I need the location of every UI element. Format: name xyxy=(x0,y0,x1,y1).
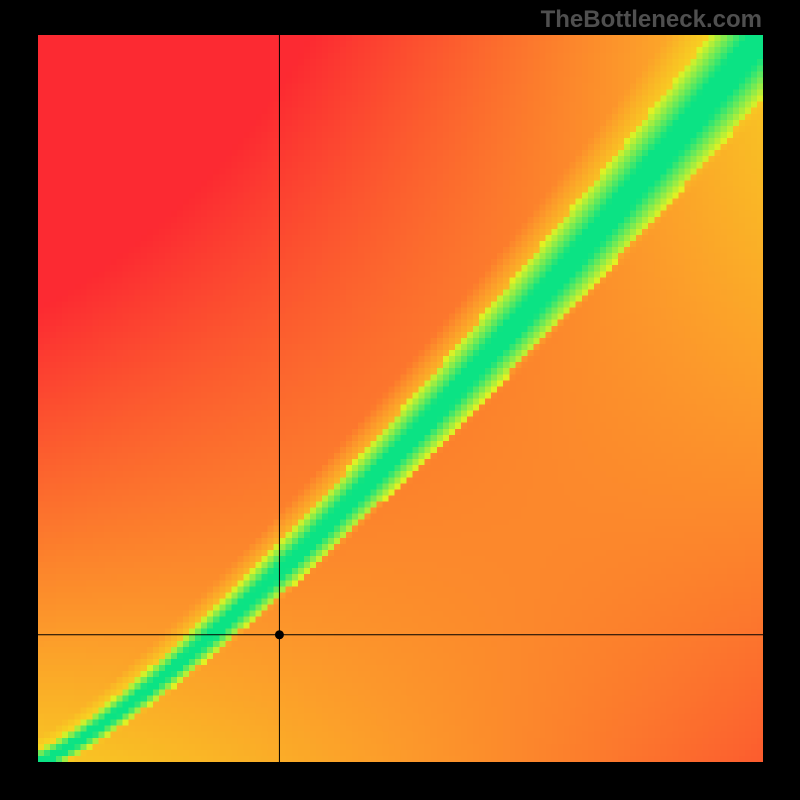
watermark-text: TheBottleneck.com xyxy=(541,6,762,34)
chart-stage: TheBottleneck.com xyxy=(0,0,800,800)
bottleneck-heatmap xyxy=(38,35,763,762)
